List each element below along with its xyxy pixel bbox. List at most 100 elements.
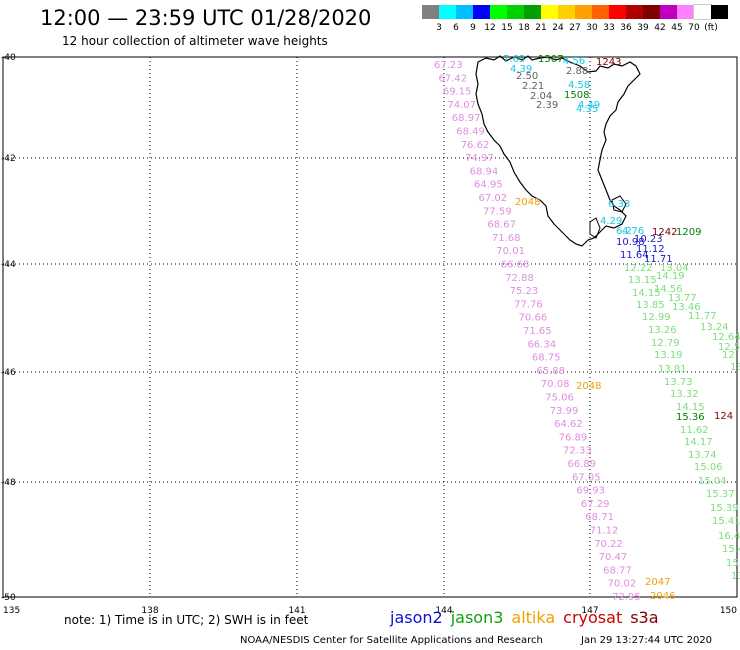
colorbar-label: 27 [569, 23, 581, 33]
colorbar-label: 6 [453, 23, 459, 33]
colorbar-label: 45 [671, 23, 683, 33]
colorbar-label: 39 [637, 23, 649, 33]
green-track-value: 13 [730, 362, 740, 373]
green-track-value: 13.26 [648, 325, 677, 336]
green-track-value: 15.04 [698, 476, 727, 487]
pink-track-value: 65.88 [536, 366, 565, 377]
green-track-value: 14.15 [676, 402, 705, 413]
colorbar-swatch [558, 5, 575, 19]
pink-track-value: 75.23 [510, 286, 539, 297]
green-track-value: 15.39 [710, 503, 739, 514]
colorbar-swatch [660, 5, 677, 19]
cyan-track-value: 4.39 [510, 64, 532, 75]
green-track-value: 12.79 [651, 338, 680, 349]
pink-track-value: 77.76 [514, 299, 543, 310]
longitude-label: 147 [581, 606, 598, 616]
green-track-value: 15.4 [722, 544, 740, 555]
green-track-value: 13 [731, 571, 740, 582]
green-track-value: 13.04 [660, 263, 689, 274]
green-track-value: 13.77 [668, 293, 697, 304]
blue-track-value: 10.98 [616, 237, 645, 248]
colorbar-swatch [575, 5, 592, 19]
altika-time-label: 2046 [650, 591, 675, 602]
green-track-value: 12.22 [624, 263, 653, 274]
green-track-value: 12.99 [642, 312, 671, 323]
latitude-label: -46 [1, 368, 16, 378]
colorbar-label: 18 [518, 23, 530, 33]
pink-track-value: 69.93 [576, 486, 605, 497]
pink-track-value: 72.95 [612, 592, 641, 603]
colorbar-swatch [507, 5, 524, 19]
colorbar-swatch [609, 5, 626, 19]
pink-track-value: 70.01 [496, 246, 525, 257]
green-track-value: 15.36 [676, 412, 705, 423]
colorbar-swatch [711, 5, 728, 19]
latitude-label: -40 [1, 53, 16, 63]
latitude-label: -50 [1, 593, 16, 603]
legend-cryosat: cryosat [563, 608, 623, 627]
pink-track-value: 69.15 [443, 87, 472, 98]
pink-track-value: 70.47 [599, 552, 628, 563]
green-track-value: 13.81 [658, 364, 687, 375]
colorbar-swatch [677, 5, 694, 19]
longitude-label: 141 [288, 606, 305, 616]
jason3-time-label: 1209 [676, 227, 701, 238]
pink-track-value: 74.97 [465, 153, 494, 164]
colorbar-label: 36 [620, 23, 632, 33]
tasmania-coastline [475, 55, 641, 247]
cyan-track-value: 4.35 [576, 104, 598, 115]
green-track-value: 13.85 [636, 300, 665, 311]
gray-track-value: 2.04 [530, 91, 552, 102]
pink-track-value: 76.89 [559, 432, 588, 443]
track-labels: 67.23 67.42 69.15 74.07 68.97 68.49 76.62 74.97… [434, 54, 740, 603]
green-track-value: 15.37 [706, 489, 735, 500]
page-subtitle: 12 hour collection of altimeter wave hei… [62, 34, 328, 48]
pink-track-value: 67.29 [581, 499, 610, 510]
green-track-value: 16.4 [718, 531, 740, 542]
pink-track-value: 72.33 [563, 446, 592, 457]
cyan-track-value: 4.58 [568, 80, 590, 91]
altika-time-label: 2048 [515, 197, 540, 208]
latitude-label: -44 [1, 260, 16, 270]
pink-track-value: 66.68 [501, 260, 530, 271]
colorbar-label: 15 [501, 23, 513, 33]
blue-track-value: 11.64 [620, 250, 649, 261]
pink-track-value: 68.77 [603, 565, 632, 576]
colorbar-swatch [693, 4, 712, 20]
pink-track-value: 68.67 [487, 220, 516, 231]
legend-altika: altika [511, 608, 556, 627]
blue-track-value: 11.71 [644, 254, 673, 265]
cyan-track-value: 7.63 [503, 54, 525, 65]
jason3-time-label: 1508 [564, 90, 589, 101]
longitude-label: 144 [435, 606, 452, 616]
colorbar-swatch [456, 5, 473, 19]
page-title: 12:00 — 23:59 UTC 01/28/2020 [40, 6, 372, 30]
longitude-label: 138 [141, 606, 158, 616]
green-track-value: 15.06 [694, 462, 723, 473]
green-track-value: 11.77 [688, 311, 717, 322]
colorbar-swatch [626, 5, 643, 19]
legend-jason3: jason3 [450, 608, 504, 627]
green-track-value: 12. [722, 350, 738, 361]
pink-track-value: 70.02 [608, 579, 637, 590]
longitude-label: 135 [3, 606, 20, 616]
jason3-time-label: 1507 [538, 54, 563, 65]
colorbar-swatch [422, 5, 439, 19]
pink-track-value: 74.07 [447, 100, 476, 111]
cyan-track-value: 6.33 [608, 199, 630, 210]
gray-track-value: 2.39 [536, 100, 558, 111]
pink-track-value: 66.89 [568, 459, 597, 470]
green-track-value: 12.64 [712, 332, 740, 343]
pink-track-value: 70.66 [519, 313, 548, 324]
pink-track-value: 71.65 [523, 326, 552, 337]
green-track-value: 13.74 [688, 450, 717, 461]
pink-track-value: 64.62 [554, 419, 583, 430]
pink-track-value: 76.62 [461, 140, 490, 151]
colorbar-swatch [643, 5, 660, 19]
cyan-track-value: 4.76 [622, 226, 644, 237]
gray-track-value: 2.50 [516, 71, 538, 82]
pink-track-value: 67.23 [434, 60, 463, 71]
bruny-island-coast [589, 217, 601, 239]
colorbar-swatch [524, 5, 541, 19]
